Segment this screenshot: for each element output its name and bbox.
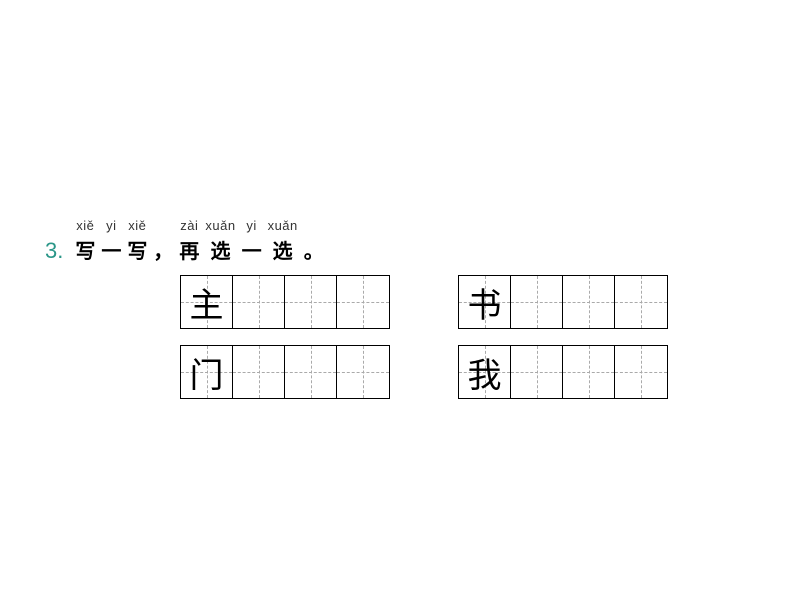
grid-box-1-0: 门 — [180, 345, 390, 399]
pinyin-1: yi — [106, 218, 116, 233]
pinyin-4: zài — [180, 218, 198, 233]
instruction-char-3: ， — [153, 218, 173, 264]
instruction-char-5: xuǎn 选 — [205, 218, 235, 264]
pinyin-8 — [312, 218, 316, 233]
grid-row-0: 主书 — [180, 275, 668, 329]
pinyin-2: xiě — [128, 218, 146, 233]
hanzi-5: 选 — [210, 235, 230, 264]
hanzi-8: 。 — [304, 235, 324, 264]
writing-cell[interactable]: 门 — [181, 346, 233, 398]
hanzi-4: 再 — [179, 235, 199, 264]
exercise-section: 3. xiě 写 yi 一 xiě 写 ， zài 再 xuǎn 选 yi 一 xuǎn 选 。 — [45, 218, 326, 264]
hanzi-6: 一 — [242, 235, 262, 264]
pinyin-6: yi — [246, 218, 256, 233]
instruction-char-2: xiě 写 — [127, 218, 147, 264]
hanzi-0: 写 — [75, 235, 95, 264]
grid-box-0-1: 书 — [458, 275, 668, 329]
instruction-char-1: yi 一 — [101, 218, 121, 264]
grid-row-1: 门我 — [180, 345, 668, 399]
exercise-number-block: 3. — [45, 221, 69, 264]
example-char: 我 — [468, 348, 502, 397]
writing-cell[interactable] — [563, 346, 615, 398]
writing-cell[interactable]: 书 — [459, 276, 511, 328]
hanzi-7: 选 — [273, 235, 293, 264]
instruction-char-0: xiě 写 — [75, 218, 95, 264]
instruction-line: 3. xiě 写 yi 一 xiě 写 ， zài 再 xuǎn 选 yi 一 xuǎn 选 。 — [45, 218, 326, 264]
writing-cell[interactable] — [511, 276, 563, 328]
pinyin-7: xuǎn — [268, 218, 298, 233]
writing-cell[interactable] — [563, 276, 615, 328]
hanzi-1: 一 — [101, 235, 121, 264]
pinyin-5: xuǎn — [205, 218, 235, 233]
grid-box-0-0: 主 — [180, 275, 390, 329]
writing-cell[interactable]: 主 — [181, 276, 233, 328]
grid-box-1-1: 我 — [458, 345, 668, 399]
writing-cell[interactable] — [285, 276, 337, 328]
instruction-char-7: xuǎn 选 — [268, 218, 298, 264]
instruction-char-8: 。 — [304, 218, 324, 264]
example-char: 书 — [468, 278, 502, 327]
example-char: 门 — [190, 348, 224, 397]
writing-cell[interactable] — [233, 276, 285, 328]
pinyin-3 — [161, 218, 165, 233]
instruction-char-6: yi 一 — [242, 218, 262, 264]
instruction-char-4: zài 再 — [179, 218, 199, 264]
example-char: 主 — [190, 278, 224, 327]
writing-grids: 主书门我 — [180, 275, 668, 415]
writing-cell[interactable] — [511, 346, 563, 398]
hanzi-3: ， — [153, 235, 173, 264]
hanzi-2: 写 — [127, 235, 147, 264]
writing-cell[interactable] — [615, 276, 667, 328]
pinyin-0: xiě — [76, 218, 94, 233]
writing-cell[interactable] — [285, 346, 337, 398]
writing-cell[interactable] — [615, 346, 667, 398]
writing-cell[interactable] — [337, 276, 389, 328]
writing-cell[interactable] — [233, 346, 285, 398]
writing-cell[interactable] — [337, 346, 389, 398]
writing-cell[interactable]: 我 — [459, 346, 511, 398]
exercise-number: 3. — [45, 238, 63, 264]
